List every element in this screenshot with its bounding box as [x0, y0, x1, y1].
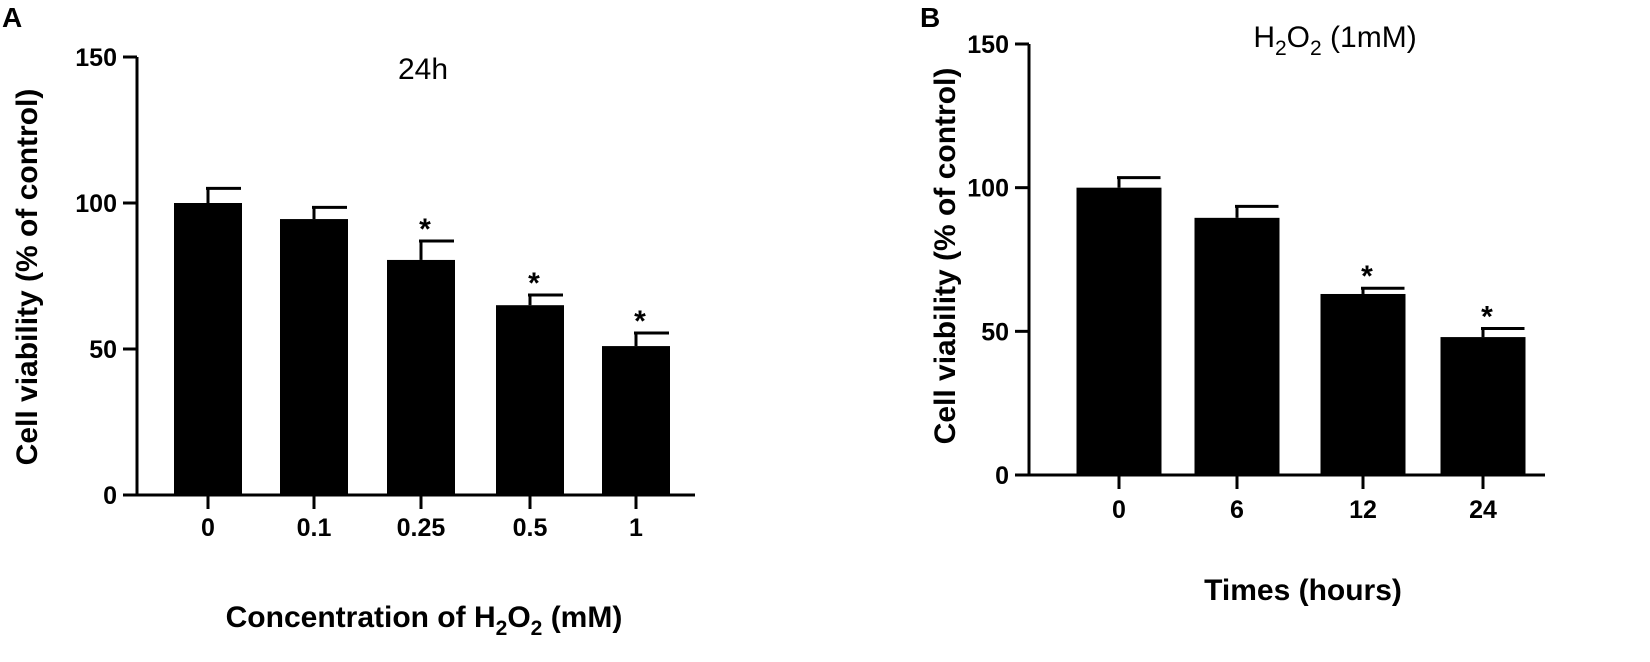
panel-b-y-tick-label: 150: [967, 31, 1009, 59]
panel-a-xlabel-sub1: 2: [496, 617, 508, 640]
panel-b-significance-marker: *: [1361, 260, 1373, 293]
panel-a-y-tick-label: 50: [89, 336, 117, 364]
panel-a-y-tick-label: 150: [75, 44, 117, 72]
panel-b-x-tick-label: 12: [1349, 496, 1377, 524]
panel-b-xlabel: Times (hours): [1204, 574, 1402, 607]
panel-a-y-tick-label: 100: [75, 190, 117, 218]
panel-b-significance-marker: *: [1481, 300, 1493, 333]
panel-a-significance-marker: *: [419, 213, 431, 246]
panel-a-bar: [387, 259, 455, 495]
panel-b-title-prefix: H: [1253, 21, 1275, 54]
panel-b-bar: [1440, 337, 1526, 475]
panel-b-bar: [1076, 187, 1162, 475]
panel-b-y-tick-label: 0: [995, 462, 1009, 490]
panel-b-x-tick-label: 0: [1112, 496, 1126, 524]
panel-b-bar: [1194, 217, 1280, 475]
panel-a-title: 24h: [398, 53, 448, 86]
panel-b-title-sub2: 2: [1310, 37, 1322, 60]
panel-a-bar: [602, 346, 670, 495]
panel-b-x-tick-label: 24: [1469, 496, 1497, 524]
panel-a-ylabel: Cell viability (% of control): [11, 89, 44, 466]
panel-a-letter: A: [2, 2, 22, 33]
panel-b-y-tick-label: 100: [967, 175, 1009, 203]
panel-a-xlabel-sub2: 2: [531, 617, 543, 640]
panel-a-xlabel-mid: O: [507, 601, 530, 634]
panel-a-bar: [280, 219, 348, 495]
panel-a-x-tick-label: 0.25: [397, 514, 446, 542]
panel-a-plot: 0 50 100 150 0 0.1 * 0.25 * 0.5 * 1: [75, 44, 695, 542]
panel-b-letter: B: [920, 2, 940, 33]
panel-a-xlabel-prefix: Concentration of H: [226, 601, 496, 634]
panel-b-plot: 0 50 100 150 0 6 * 12 * 24: [967, 31, 1545, 524]
panel-a-x-tick-label: 0.1: [297, 514, 332, 542]
panel-b-x-tick-label: 6: [1230, 496, 1244, 524]
panel-a-significance-marker: *: [634, 305, 646, 338]
panel-b-bar: [1320, 293, 1406, 475]
panel-a-x-tick-label: 0.5: [513, 514, 548, 542]
panel-b-title: H2O2 (1mM): [1253, 21, 1416, 60]
panel-a-significance-marker: *: [528, 267, 540, 300]
panel-a-xlabel-suffix: (mM): [542, 601, 622, 634]
panel-a-x-tick-label: 0: [201, 514, 215, 542]
panel-a-xlabel: Concentration of H2O2 (mM): [226, 601, 623, 640]
panel-b-title-sub1: 2: [1275, 37, 1287, 60]
panel-a-x-tick-label: 1: [629, 514, 643, 542]
panel-b: B H2O2 (1mM) Cell viability (% of contro…: [920, 2, 1545, 607]
panel-b-title-mid: O: [1287, 21, 1310, 54]
panel-a-y-tick-label: 0: [103, 482, 117, 510]
panel-a-bar: [496, 305, 564, 495]
panel-a: A 24h Cell viability (% of control) Conc…: [2, 2, 695, 640]
panel-b-ylabel: Cell viability (% of control): [929, 68, 962, 445]
panel-a-bar: [174, 203, 242, 495]
panel-b-y-tick-label: 50: [981, 318, 1009, 346]
panel-b-title-suffix: (1mM): [1322, 21, 1417, 54]
